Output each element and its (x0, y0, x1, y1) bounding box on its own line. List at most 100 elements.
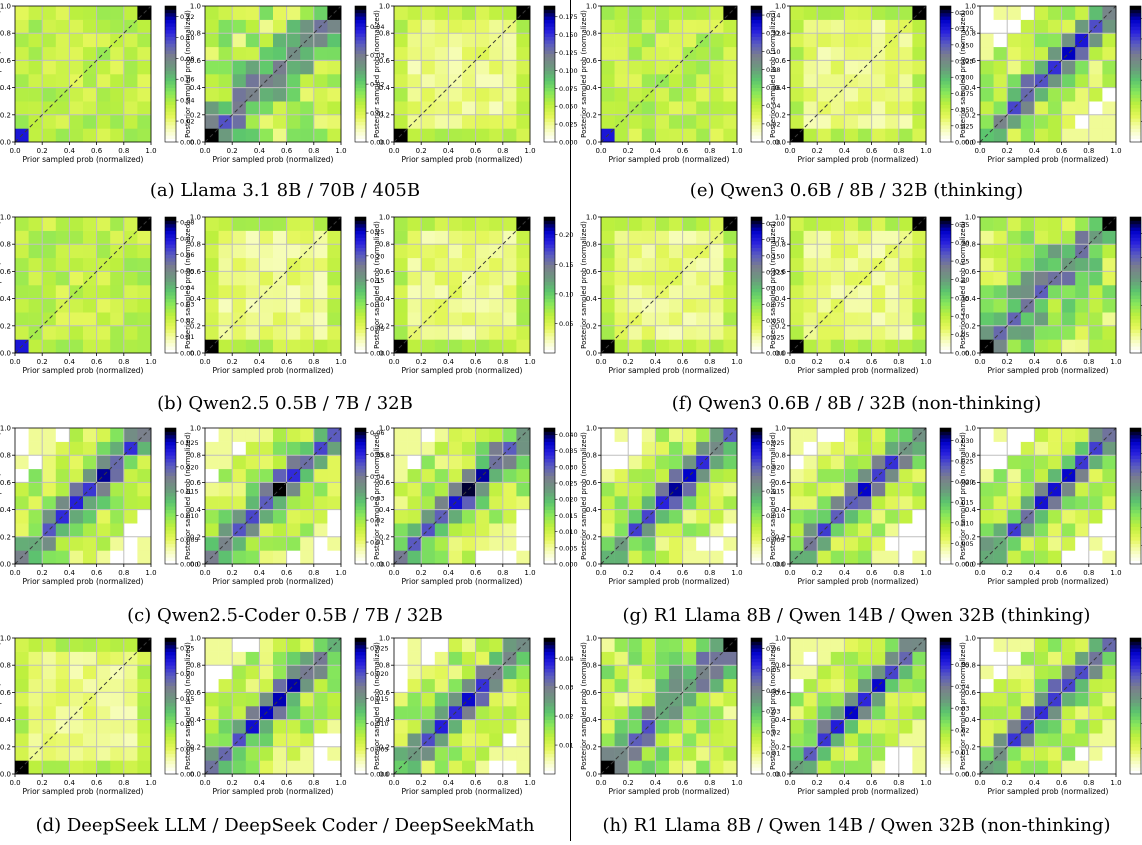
x-axis-label: Prior sampled prob (normalized) (988, 787, 1109, 796)
colorbar-segment (940, 648, 951, 652)
caption-a: (a) Llama 3.1 8B / 70B / 405B (149, 180, 421, 201)
colorbar-segment (751, 465, 762, 470)
heatmap-cell (844, 550, 859, 565)
heatmap-cell (885, 441, 900, 456)
colorbar-frame (164, 216, 177, 354)
heatmap-cell (286, 74, 301, 88)
y-tick-label: 0.2 (190, 322, 201, 330)
colorbar-segment (751, 60, 762, 65)
colorbar-segment (165, 526, 176, 531)
heatmap-cell (628, 33, 643, 48)
heatmap-cell (232, 6, 247, 20)
heatmap-cell (434, 46, 449, 61)
heatmap-cell (1048, 550, 1062, 565)
heatmap-cell (313, 74, 328, 88)
heatmap-cell (475, 285, 490, 299)
colorbar-segment (544, 298, 555, 303)
colorbar-segment (355, 131, 366, 136)
heatmap-cell (1075, 217, 1090, 231)
heatmap-cell (628, 638, 643, 652)
y-tick-label: 1.0 (586, 635, 597, 643)
heatmap-cell (1102, 706, 1117, 720)
colorbar-segment (165, 23, 176, 27)
colorbar-segment (165, 712, 176, 717)
y-tick-label: 0.8 (190, 30, 201, 38)
heatmap-cell (123, 638, 138, 652)
y-axis-label: Posterior sampled prob (normalized) (184, 642, 192, 770)
x-tick-label: 0.4 (839, 569, 851, 577)
heatmap-cell (669, 496, 683, 510)
x-tick-label: 0.0 (388, 358, 399, 366)
colorbar-segment (940, 346, 951, 350)
heatmap-cell (407, 482, 422, 497)
heatmap-cell (817, 692, 832, 707)
colorbar-segment (165, 29, 176, 34)
heatmap-cell (205, 482, 219, 497)
colorbar-segment (940, 87, 951, 92)
colorbar-segment (940, 53, 951, 58)
heatmap-cell (205, 496, 219, 510)
colorbar-segment (751, 496, 762, 500)
y-axis-label: Posterior sampled prob (normalized) (373, 221, 381, 349)
x-tick-label: 0.2 (623, 569, 634, 577)
heatmap-cell (300, 706, 315, 720)
heatmap-cell (1034, 128, 1049, 143)
heatmap-cell (1075, 550, 1090, 565)
heatmap-cell (394, 509, 408, 524)
colorbar-segment (940, 50, 951, 54)
colorbar-segment (940, 750, 951, 754)
colorbar-segment (544, 131, 555, 136)
heatmap-cell (42, 482, 57, 497)
heatmap-cell (844, 455, 859, 470)
heatmap-cell (96, 101, 111, 116)
colorbar-segment (751, 665, 762, 669)
heatmap-cell (844, 60, 859, 75)
heatmap-cell (313, 325, 328, 340)
x-tick-label: 0.6 (1056, 147, 1068, 155)
heatmap-cell (1075, 746, 1090, 761)
heatmap-cell (871, 482, 886, 497)
heatmap-cell (137, 468, 152, 483)
heatmap-cell (15, 441, 29, 456)
heatmap-cell (682, 19, 697, 34)
heatmap-cell (1075, 536, 1090, 551)
heatmap-cell (790, 651, 804, 666)
colorbar-segment (751, 753, 762, 758)
heatmap-cell (205, 651, 219, 666)
x-tick-label: 0.8 (497, 147, 508, 155)
colorbar-segment (751, 431, 762, 436)
heatmap-cell (259, 128, 274, 143)
heatmap-cell (313, 6, 328, 20)
colorbar-tick-label: 0.035 (559, 447, 578, 455)
colorbar-tick-label: 0.150 (559, 31, 578, 39)
heatmap-cell (696, 312, 711, 327)
heatmap-cell (830, 6, 845, 20)
heatmap-cell (790, 496, 804, 510)
colorbar-segment (1130, 726, 1141, 731)
colorbar-segment (751, 746, 762, 751)
colorbar-segment (751, 716, 762, 720)
y-tick-label: 0.2 (965, 111, 976, 119)
colorbar-segment (940, 244, 951, 248)
colorbar-segment (1130, 138, 1141, 143)
colorbar-segment (355, 560, 366, 565)
heatmap-cell (885, 19, 900, 34)
colorbar-segment (355, 125, 366, 129)
colorbar-tick-label: 0.100 (766, 285, 785, 293)
heatmap-cell (898, 706, 913, 720)
heatmap-cell (830, 482, 845, 497)
heatmap-cell (489, 719, 504, 734)
heatmap-cell (709, 733, 724, 748)
heatmap-cell (1020, 271, 1035, 286)
heatmap-cell (245, 638, 260, 652)
heatmap-cell (993, 441, 1008, 456)
colorbar-segment (355, 36, 366, 41)
heatmap-cell (628, 6, 643, 20)
colorbar-segment (1130, 50, 1141, 54)
colorbar-segment (751, 760, 762, 765)
colorbar-segment (355, 445, 366, 449)
heatmap-cell (628, 496, 643, 510)
colorbar-segment (165, 342, 176, 347)
y-tick-label: 0.6 (0, 689, 12, 697)
